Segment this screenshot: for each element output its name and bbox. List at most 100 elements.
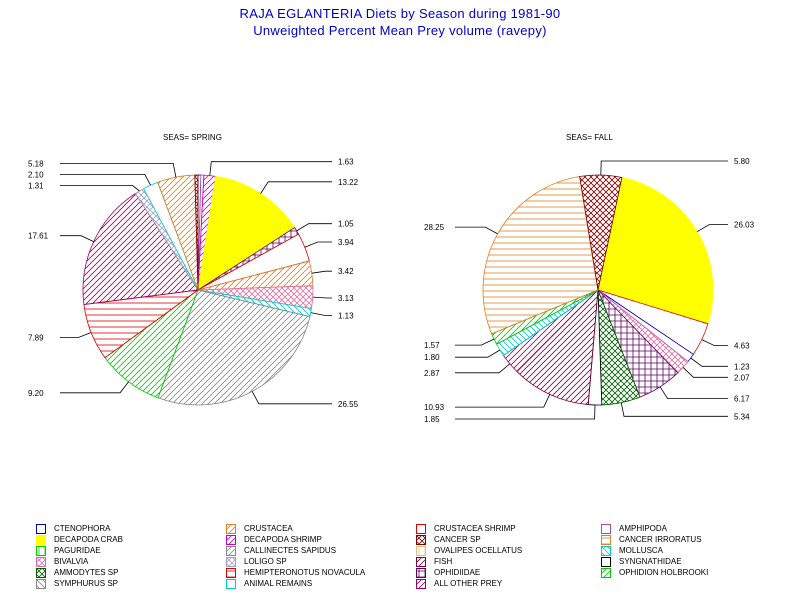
- pie-slice-fall-cancer-sp: [579, 174, 623, 291]
- leader-line-fall: [455, 394, 551, 408]
- legend-label: ALL OTHER PREY: [434, 579, 503, 588]
- legend-label: CRUSTACEA: [244, 524, 293, 533]
- leader-line-fall: [455, 404, 596, 420]
- legend-label: LOLIGO SP: [244, 557, 287, 566]
- pie-slice-spring-cancer-sp: [194, 174, 199, 291]
- leader-line-spring: [251, 391, 332, 405]
- legend-label: AMPHIPODA: [619, 524, 668, 533]
- slice-value-label-spring: 3.13: [338, 294, 354, 303]
- legend-label: BIVALVIA: [54, 557, 89, 566]
- leader-line-spring: [312, 296, 332, 299]
- legend-label: FISH: [434, 557, 453, 566]
- slice-value-label-fall: 5.34: [734, 412, 750, 421]
- leader-line-spring: [304, 241, 332, 248]
- leader-line-fall: [659, 386, 728, 400]
- legend-label: ANIMAL REMAINS: [244, 579, 313, 588]
- legend-label: AMMODYTES SP: [54, 568, 119, 577]
- legend-swatch: [416, 546, 426, 556]
- leader-line-spring: [310, 312, 332, 316]
- legend-swatch: [226, 535, 236, 545]
- slice-value-label-fall: 1.57: [424, 341, 440, 350]
- slice-value-label-spring: 1.63: [338, 158, 354, 167]
- leader-line-spring: [209, 161, 332, 176]
- legend-label: DECAPODA CRAB: [54, 535, 123, 544]
- slice-value-label-fall: 1.85: [424, 415, 440, 424]
- legend-swatch: [226, 546, 236, 556]
- legend-swatch: [226, 557, 236, 567]
- slice-value-label-spring: 1.31: [28, 181, 44, 190]
- legend-swatch: [36, 568, 46, 578]
- legend-swatch: [36, 557, 46, 567]
- leader-line-fall: [690, 357, 728, 367]
- chart-title: RAJA EGLANTERIA Diets by Season during 1…: [239, 6, 561, 21]
- pie-slice-fall-fish: [516, 288, 599, 406]
- legend-label: CANCER SP: [434, 535, 481, 544]
- slice-value-label-spring: 3.42: [338, 267, 354, 276]
- slice-value-label-fall: 5.80: [734, 157, 750, 166]
- slice-value-label-spring: 7.89: [28, 334, 44, 343]
- leader-line-fall: [696, 224, 728, 233]
- leader-line-spring: [60, 184, 140, 192]
- legend-swatch: [36, 546, 46, 556]
- slice-value-label-spring: 13.22: [338, 178, 359, 187]
- legend-label: SYMPHURUS SP: [54, 579, 119, 588]
- slice-value-label-fall: 2.87: [424, 369, 440, 378]
- legend-label: CRUSTACEA SHRIMP: [434, 524, 516, 533]
- legend-label: CTENOPHORA: [54, 524, 111, 533]
- chart-subtitle: Unweighted Percent Mean Prey volume (rav…: [253, 23, 547, 38]
- legend-swatch: [416, 557, 426, 567]
- slice-value-label-fall: 28.25: [424, 223, 445, 232]
- legend-swatch: [36, 524, 46, 534]
- leader-line-spring: [60, 235, 94, 242]
- panel-title-fall: SEAS= FALL: [566, 133, 613, 142]
- panel-title-spring: SEAS= SPRING: [163, 133, 222, 142]
- slice-value-label-spring: 2.10: [28, 170, 44, 179]
- pie-slice-fall-cancer-irroratus: [482, 176, 599, 335]
- slice-value-label-fall: 26.03: [734, 221, 755, 230]
- legend-swatch: [601, 535, 611, 545]
- leader-line-spring: [60, 162, 177, 178]
- leader-line-fall: [455, 338, 495, 346]
- pie-slice-spring-decapoda-crab: [197, 175, 296, 291]
- slice-value-label-spring: 1.05: [338, 220, 354, 229]
- legend-swatch: [416, 524, 426, 534]
- leader-line-spring: [60, 332, 92, 339]
- slice-value-label-spring: 26.55: [338, 400, 359, 409]
- legend-swatch: [416, 568, 426, 578]
- legend-swatch: [601, 524, 611, 534]
- legend-swatch: [416, 579, 426, 589]
- legend-label: OPHIDION HOLBROOKI: [619, 568, 709, 577]
- leader-line-fall: [620, 402, 728, 417]
- leader-line-fall: [600, 160, 728, 176]
- legend-swatch: [226, 568, 236, 578]
- slice-value-label-fall: 4.63: [734, 342, 750, 351]
- slice-value-label-spring: 1.13: [338, 311, 354, 320]
- legend-swatch: [226, 524, 236, 534]
- slice-value-label-spring: 3.94: [338, 238, 354, 247]
- legend-label: PAGURIDAE: [54, 546, 101, 555]
- leader-line-fall: [455, 349, 501, 358]
- legend-swatch: [36, 579, 46, 589]
- legend-label: CALLINECTES SAPIDUS: [244, 546, 337, 555]
- slice-value-label-fall: 2.07: [734, 373, 750, 382]
- leader-line-spring: [296, 223, 332, 232]
- legend-label: MOLLUSCA: [619, 546, 664, 555]
- legend-swatch: [416, 535, 426, 545]
- legend-label: OPHIDIIDAE: [434, 568, 481, 577]
- leader-line-fall: [701, 339, 728, 347]
- pie-slice-spring-all-other-prey: [82, 192, 199, 305]
- legend-swatch: [226, 579, 236, 589]
- slice-value-label-fall: 10.93: [424, 403, 445, 412]
- slice-value-label-spring: 17.61: [28, 232, 49, 241]
- legend-label: HEMIPTERONOTUS NOVACULA: [244, 568, 366, 577]
- legend-swatch: [601, 546, 611, 556]
- legend-swatch: [601, 557, 611, 567]
- legend-label: DECAPODA SHRIMP: [244, 535, 322, 544]
- slice-value-label-fall: 6.17: [734, 395, 750, 404]
- leader-line-spring: [260, 181, 332, 194]
- leader-line-fall: [682, 367, 728, 378]
- leader-line-spring: [311, 270, 332, 274]
- leader-line-fall: [455, 363, 511, 374]
- leader-line-spring: [60, 173, 151, 186]
